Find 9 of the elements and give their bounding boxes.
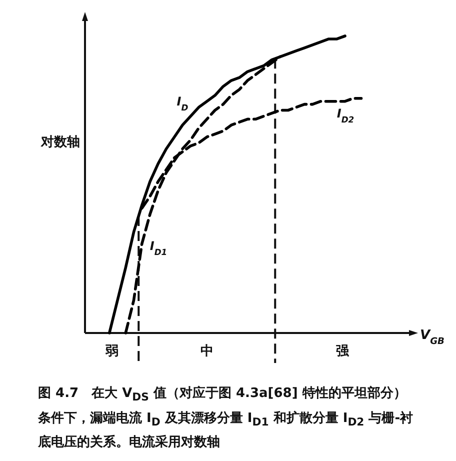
series-label: I$_{D2}$ [336, 106, 354, 124]
text: 图 4.7 在大 V$_{DS}$ 值（对应于图 4.3a[68] 特性的平坦部分）条件下，漏端电流 I$_{D}$ 及其漂移分量 I$_{D1}$ 和扩散分量 I$_{D2}$ 与栅-衬底电压的关系。电流采用对数轴 [38, 386, 414, 450]
text: 强 [336, 344, 350, 359]
series-label: I$_{D1}$ [150, 238, 168, 257]
text: 中 [200, 344, 214, 359]
series-label: I$_{D}$ [176, 94, 188, 112]
x-axis-title: V$_{GB}$ [420, 328, 445, 347]
y-axis-title: 对数轴 [40, 135, 80, 150]
text: 弱 [104, 344, 118, 359]
